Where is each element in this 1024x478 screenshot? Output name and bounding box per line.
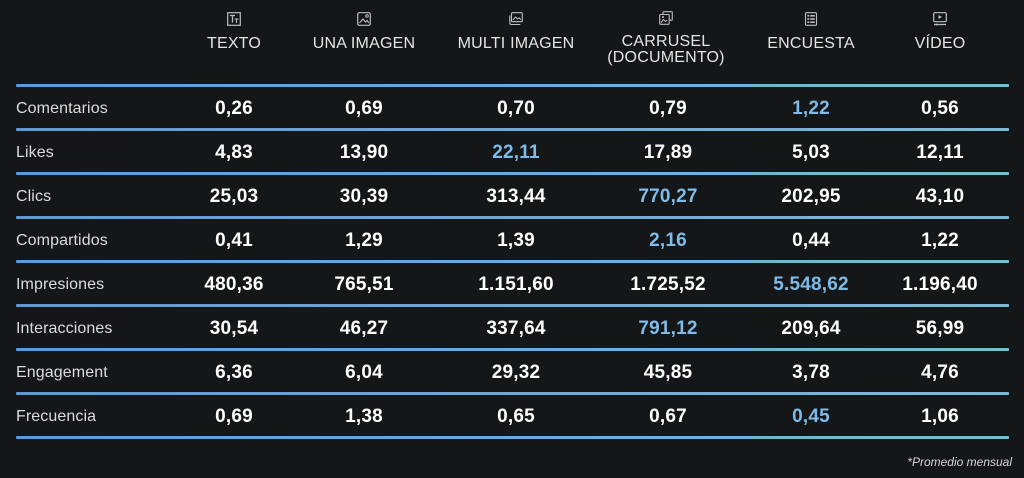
cell-highlighted: 770,27 — [638, 186, 698, 207]
cell: 0,70 — [497, 98, 535, 119]
cell: 6,36 — [215, 362, 253, 383]
cell: 30,39 — [339, 186, 389, 207]
row-label: Interacciones — [16, 320, 113, 337]
row-label: Engagement — [16, 364, 108, 381]
cell: 1,38 — [345, 406, 383, 427]
table-row-impresiones: Impresiones 480,36 765,51 1.151,60 1.725… — [16, 263, 1009, 304]
column-label: MULTI IMAGEN — [457, 35, 575, 52]
row-label: Likes — [16, 144, 54, 161]
carousel-document-icon — [659, 11, 673, 25]
cell: 5,03 — [792, 142, 830, 163]
column-header-video: VÍDEO — [888, 12, 992, 52]
row-label: Impresiones — [16, 276, 105, 293]
cell: 0,65 — [497, 406, 535, 427]
cell: 313,44 — [486, 186, 546, 207]
divider — [16, 260, 1009, 263]
row-label: Clics — [16, 188, 52, 205]
cell-highlighted: 0,45 — [792, 406, 830, 427]
cell: 12,11 — [916, 142, 964, 163]
cell: 0,26 — [215, 98, 253, 119]
cell: 337,64 — [486, 318, 546, 339]
column-header-una-imagen: UNA IMAGEN — [299, 12, 429, 52]
cell: 209,64 — [781, 318, 841, 339]
cell: 13,90 — [339, 142, 389, 163]
table-row-frecuencia: Frecuencia 0,69 1,38 0,65 0,67 0,45 1,06 — [16, 395, 1009, 436]
divider — [16, 392, 1009, 395]
cell: 4,83 — [215, 142, 253, 163]
cell: 3,78 — [792, 362, 830, 383]
column-label: ENCUESTA — [767, 35, 855, 52]
column-label: UNA IMAGEN — [312, 35, 416, 52]
divider — [16, 84, 1009, 87]
video-icon — [933, 12, 947, 26]
cell: 480,36 — [204, 274, 264, 295]
cell: 0,56 — [921, 98, 959, 119]
cell-highlighted: 22,11 — [492, 142, 540, 163]
cell: 17,89 — [643, 142, 693, 163]
cell: 1,06 — [921, 406, 959, 427]
cell: 29,32 — [491, 362, 541, 383]
cell-highlighted: 1,22 — [792, 98, 830, 119]
column-header-texto: TEXTO — [180, 12, 288, 52]
cell-highlighted: 2,16 — [649, 230, 687, 251]
column-header-carrusel: CARRUSEL (DOCUMENTO) — [596, 11, 736, 66]
cell: 43,10 — [915, 186, 965, 207]
cell: 45,85 — [643, 362, 693, 383]
cell: 1,22 — [921, 230, 959, 251]
cell: 202,95 — [781, 186, 841, 207]
row-label: Compartidos — [16, 232, 108, 249]
cell: 25,03 — [209, 186, 259, 207]
table-row-engagement: Engagement 6,36 6,04 29,32 45,85 3,78 4,… — [16, 351, 1009, 392]
table-row-compartidos: Compartidos 0,41 1,29 1,39 2,16 0,44 1,2… — [16, 219, 1009, 260]
cell: 1.196,40 — [902, 274, 978, 295]
table-row-clics: Clics 25,03 30,39 313,44 770,27 202,95 4… — [16, 175, 1009, 216]
cell: 1.151,60 — [478, 274, 554, 295]
table-row-likes: Likes 4,83 13,90 22,11 17,89 5,03 12,11 — [16, 131, 1009, 172]
cell: 0,44 — [792, 230, 830, 251]
column-label: VÍDEO — [914, 35, 966, 52]
cell: 0,69 — [215, 406, 253, 427]
column-header-multi-imagen: MULTI IMAGEN — [446, 12, 586, 52]
column-header-encuesta: ENCUESTA — [756, 12, 866, 52]
table-row-comentarios: Comentarios 0,26 0,69 0,70 0,79 1,22 0,5… — [16, 87, 1009, 128]
cell: 46,27 — [339, 318, 389, 339]
row-label: Comentarios — [16, 100, 108, 117]
cell: 1.725,52 — [630, 274, 706, 295]
cell: 0,41 — [215, 230, 253, 251]
column-label: TEXTO — [206, 35, 262, 52]
footnote: *Promedio mensual — [907, 455, 1012, 469]
divider — [16, 436, 1009, 439]
cell: 0,69 — [345, 98, 383, 119]
cell: 765,51 — [334, 274, 394, 295]
divider — [16, 348, 1009, 351]
image-icon — [357, 12, 371, 26]
table-header: TEXTO UNA IMAGEN MULTI IMAGEN — [16, 0, 1009, 84]
divider — [16, 216, 1009, 219]
cell: 56,99 — [915, 318, 965, 339]
cell: 0,67 — [649, 406, 687, 427]
cell-highlighted: 5.548,62 — [773, 274, 849, 295]
cell: 30,54 — [209, 318, 259, 339]
multi-image-icon — [509, 12, 523, 26]
cell: 1,29 — [345, 230, 383, 251]
row-label: Frecuencia — [16, 408, 97, 425]
cell: 4,76 — [921, 362, 959, 383]
divider — [16, 128, 1009, 131]
divider — [16, 304, 1009, 307]
cell: 1,39 — [497, 230, 535, 251]
column-label: CARRUSEL (DOCUMENTO) — [607, 33, 725, 66]
text-format-icon — [227, 12, 241, 26]
cell-highlighted: 791,12 — [638, 318, 698, 339]
divider — [16, 172, 1009, 175]
cell: 6,04 — [345, 362, 383, 383]
poll-icon — [804, 12, 818, 26]
cell: 0,79 — [649, 98, 687, 119]
table-row-interacciones: Interacciones 30,54 46,27 337,64 791,12 … — [16, 307, 1009, 348]
comparison-table: TEXTO UNA IMAGEN MULTI IMAGEN — [16, 0, 1009, 439]
